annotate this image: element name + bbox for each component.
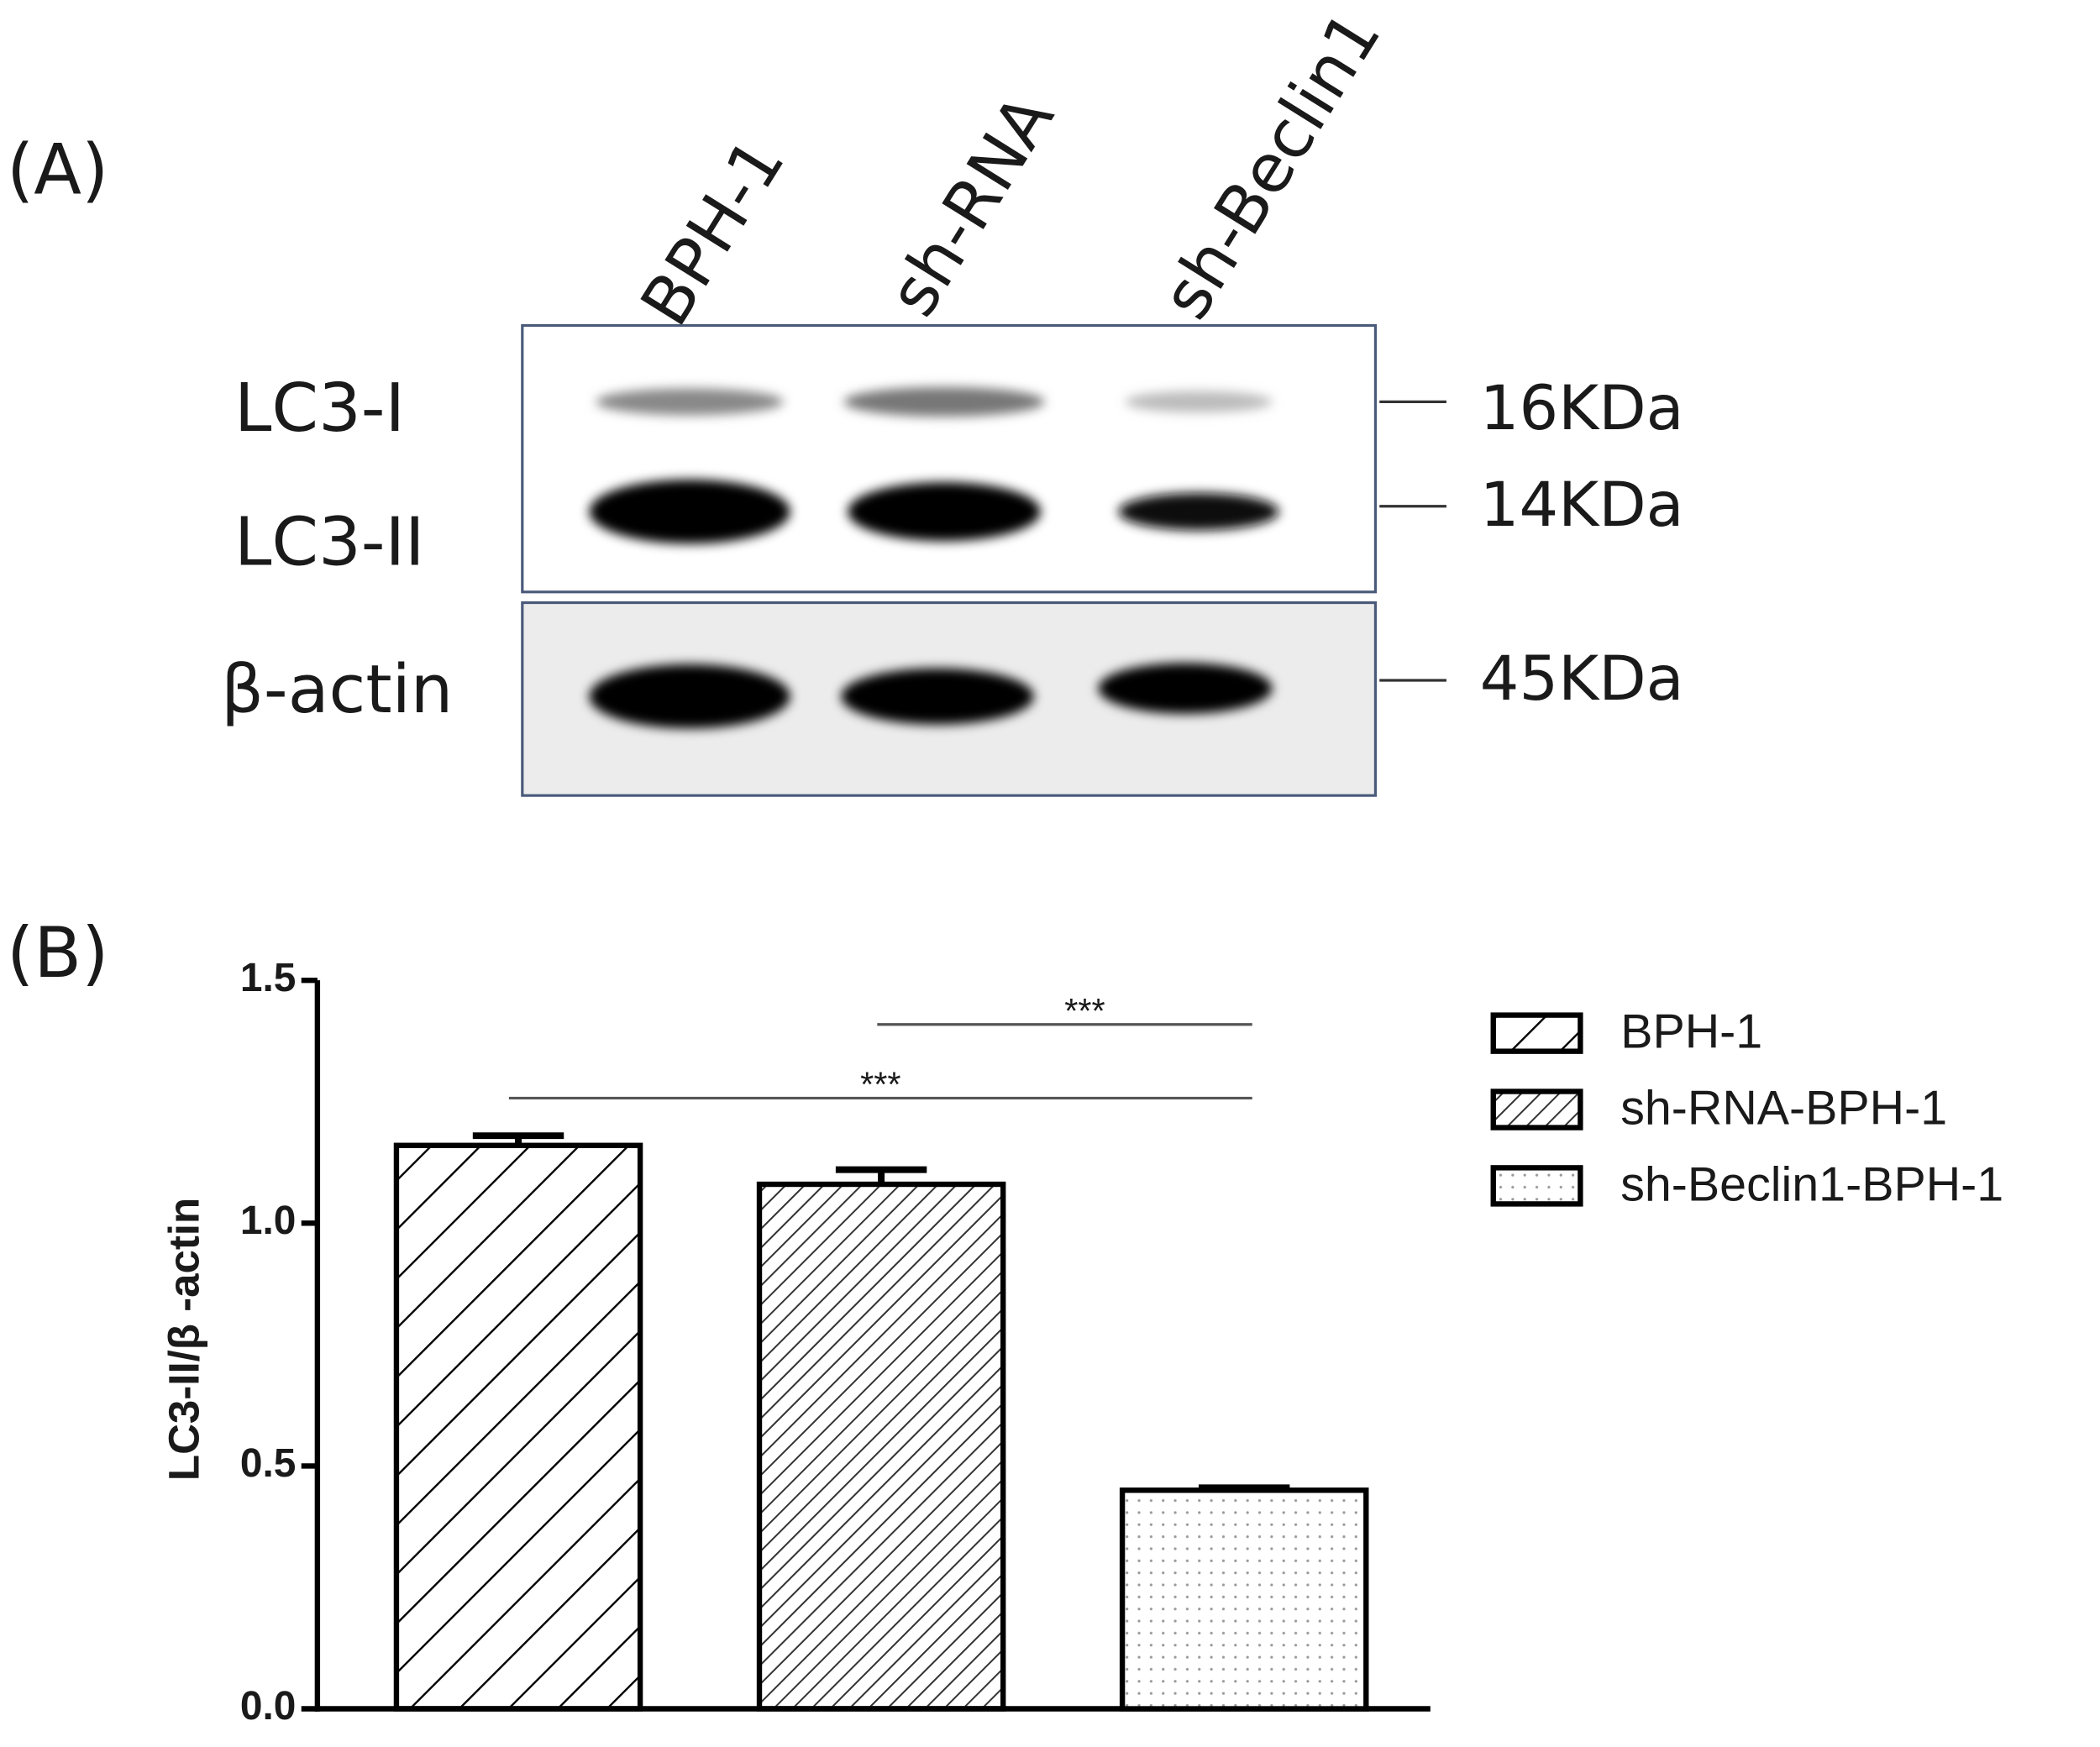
row-label: LC3-II: [234, 503, 425, 581]
legend-swatch: [1490, 1165, 1583, 1207]
marker-label: 14KDa: [1480, 470, 1684, 541]
lane-label: BPH-1: [626, 125, 800, 339]
panel-label: (A): [7, 129, 108, 210]
marker-label: 45KDa: [1480, 643, 1684, 715]
legend-label: BPH-1: [1620, 1005, 1762, 1059]
y-tick-label: 1.0: [240, 1199, 297, 1243]
blot-bands: [589, 386, 1279, 729]
lane-label: sh-Beclin1: [1147, 0, 1396, 332]
y-axis-label: LC3-II/β -actin: [160, 1198, 208, 1481]
significance-label: ***: [1064, 991, 1105, 1031]
legend-label: sh-RNA-BPH-1: [1620, 1082, 1947, 1136]
row-label: LC3-I: [234, 369, 405, 447]
error-bar: [835, 1166, 927, 1185]
marker-lines: [1379, 400, 1446, 682]
marker-label: 16KDa: [1480, 373, 1684, 444]
significance-label: ***: [860, 1065, 900, 1104]
y-tick-label: 0.5: [240, 1441, 297, 1486]
y-tick-label: 1.5: [240, 956, 297, 1000]
panel-label: (B): [7, 912, 109, 994]
lane-label: sh-RNA: [874, 81, 1069, 329]
legend-swatch: [1490, 1089, 1583, 1131]
legend-label: sh-Beclin1-BPH-1: [1620, 1157, 2003, 1211]
bar: [393, 1142, 643, 1712]
y-tick-label: 0.0: [240, 1684, 297, 1729]
bar: [1119, 1487, 1369, 1712]
bar: [756, 1181, 1006, 1712]
row-label: β-actin: [221, 650, 453, 728]
error-bar: [1198, 1484, 1290, 1492]
error-bar: [472, 1132, 564, 1146]
legend-swatch: [1490, 1012, 1583, 1054]
blot-frame: [521, 323, 1378, 594]
